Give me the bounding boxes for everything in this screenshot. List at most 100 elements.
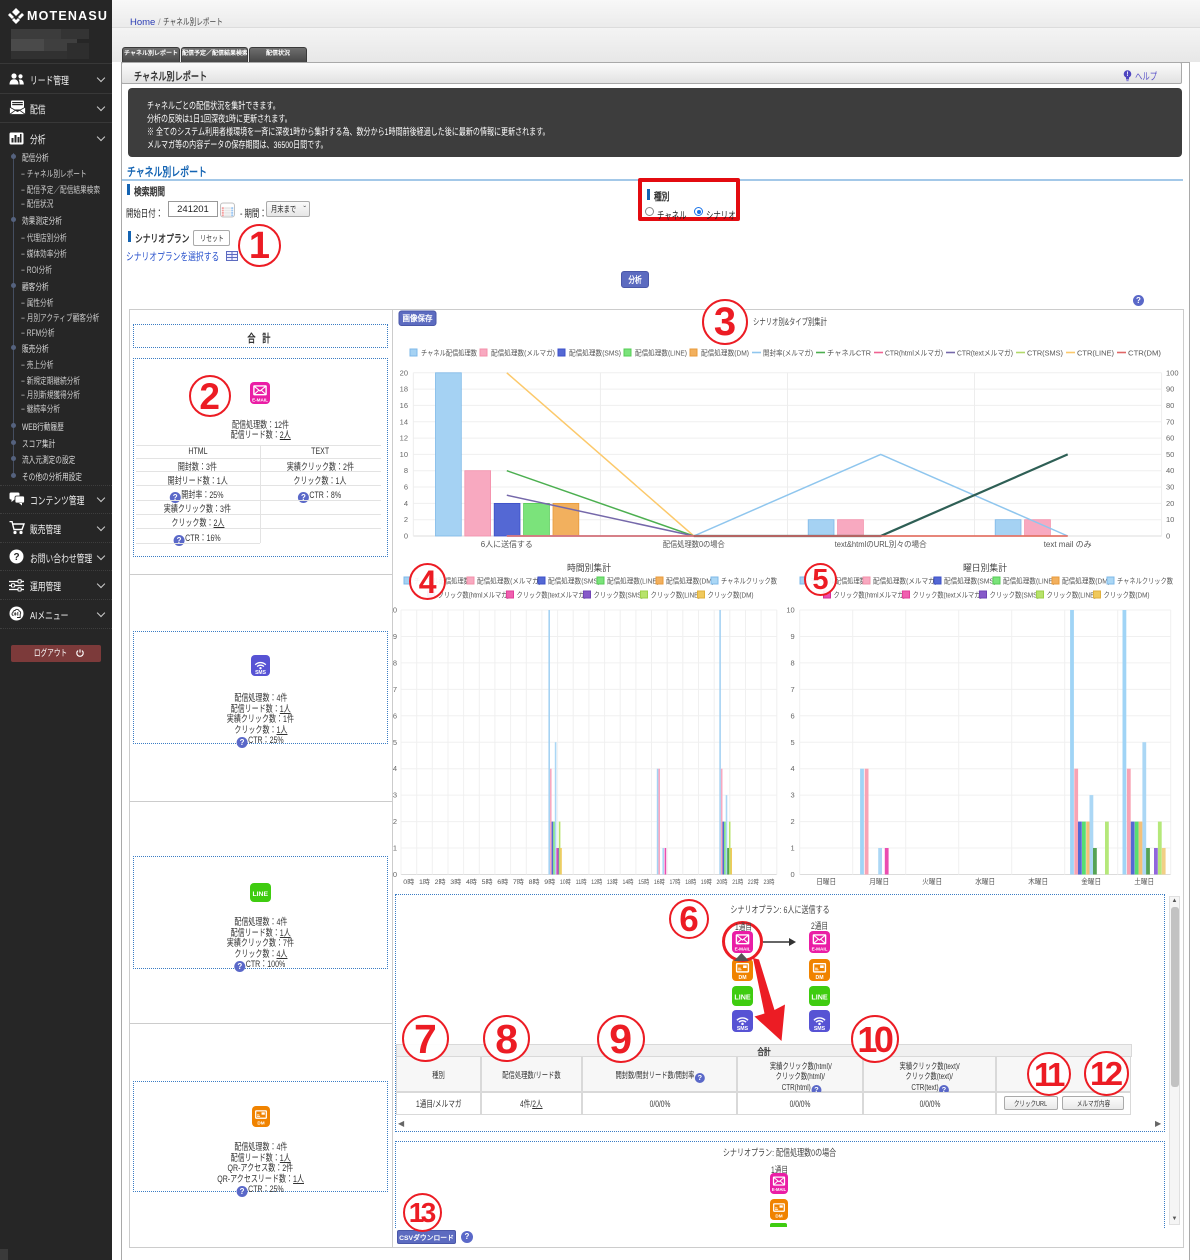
svg-text:10時: 10時 xyxy=(560,878,571,886)
svg-text:15時: 15時 xyxy=(638,878,649,886)
svg-text:月曜日: 月曜日 xyxy=(869,877,889,886)
svg-text:CTR(LINE): CTR(LINE) xyxy=(1077,348,1114,357)
svg-text:チャネルクリック数: チャネルクリック数 xyxy=(1117,575,1173,585)
svg-text:text mail のみ: text mail のみ xyxy=(1044,540,1092,549)
svg-text:CTR(SMS): CTR(SMS) xyxy=(1027,348,1063,357)
svg-text:LINE: LINE xyxy=(252,891,268,898)
svg-text:配信処理数(LINE): 配信処理数(LINE) xyxy=(635,347,687,357)
svg-text:日曜日: 日曜日 xyxy=(816,877,836,886)
svg-text:クリック数(htmlメルマガ): クリック数(htmlメルマガ) xyxy=(834,589,906,599)
svg-text:19時: 19時 xyxy=(701,878,712,886)
svg-text:配信処理数(メルマガ): 配信処理数(メルマガ) xyxy=(873,575,937,585)
svg-text:DM: DM xyxy=(257,1120,264,1125)
svg-text:シナリオ別&タイプ別集計: シナリオ別&タイプ別集計 xyxy=(753,316,827,327)
svg-text:配信処理数(DM): 配信処理数(DM) xyxy=(666,575,714,585)
svg-text:12: 12 xyxy=(400,434,408,443)
svg-text:20時: 20時 xyxy=(717,878,728,886)
svg-text:チャネル配信処理数: チャネル配信処理数 xyxy=(421,347,477,357)
svg-text:23時: 23時 xyxy=(764,878,775,886)
svg-text:11時: 11時 xyxy=(576,878,587,886)
svg-text:8: 8 xyxy=(393,658,397,667)
svg-text:10: 10 xyxy=(392,606,397,615)
svg-text:40: 40 xyxy=(1166,466,1174,475)
svg-text:配信処理数(SMS): 配信処理数(SMS) xyxy=(944,575,996,585)
svg-text:水曜日: 水曜日 xyxy=(975,876,995,886)
svg-text:配信処理数0の場合: 配信処理数0の場合 xyxy=(663,539,725,549)
svg-text:チャネル配信処理数: チャネル配信処理数 xyxy=(810,575,866,585)
svg-text:13時: 13時 xyxy=(607,878,618,886)
svg-text:曜日別集計: 曜日別集計 xyxy=(963,562,1007,573)
svg-text:0: 0 xyxy=(393,870,397,879)
svg-text:2時: 2時 xyxy=(435,878,447,886)
svg-text:4: 4 xyxy=(404,499,408,508)
svg-text:6人に送信する: 6人に送信する xyxy=(481,539,533,549)
svg-text:クリック数(LINE): クリック数(LINE) xyxy=(1047,589,1097,599)
svg-text:クリック数(SMS): クリック数(SMS) xyxy=(990,589,1040,599)
svg-text:金曜日: 金曜日 xyxy=(1081,876,1101,886)
svg-text:配信処理数(メルマガ): 配信処理数(メルマガ) xyxy=(491,347,555,357)
svg-text:14: 14 xyxy=(400,417,408,426)
svg-text:3: 3 xyxy=(393,791,397,800)
svg-text:90: 90 xyxy=(1166,385,1174,394)
svg-text:SMS: SMS xyxy=(255,670,267,676)
svg-text:9: 9 xyxy=(791,632,795,641)
svg-text:火曜日: 火曜日 xyxy=(922,877,942,886)
svg-text:7時: 7時 xyxy=(513,878,525,886)
svg-text:16時: 16時 xyxy=(654,878,665,886)
svg-text:0: 0 xyxy=(791,870,795,879)
svg-text:7: 7 xyxy=(393,685,397,694)
svg-text:1時: 1時 xyxy=(419,878,431,886)
svg-text:1: 1 xyxy=(393,844,397,853)
svg-text:17時: 17時 xyxy=(670,878,681,886)
svg-text:開封率(メルマガ): 開封率(メルマガ) xyxy=(763,347,813,357)
svg-text:18時: 18時 xyxy=(685,878,696,886)
svg-text:6: 6 xyxy=(393,711,397,720)
svg-text:E-MAIL: E-MAIL xyxy=(811,947,827,952)
svg-text:E-MAIL: E-MAIL xyxy=(252,398,268,403)
svg-text:text&htmlのURL別々の場合: text&htmlのURL別々の場合 xyxy=(835,539,927,549)
svg-text:14時: 14時 xyxy=(623,878,634,886)
svg-text:7: 7 xyxy=(791,685,795,694)
svg-text:0: 0 xyxy=(404,532,408,541)
svg-text:土曜日: 土曜日 xyxy=(1134,876,1154,886)
svg-text:2: 2 xyxy=(393,817,397,826)
svg-text:クリック数(DM): クリック数(DM) xyxy=(708,589,754,599)
svg-text:チャネルCTR: チャネルCTR xyxy=(827,348,872,357)
svg-text:4: 4 xyxy=(393,764,397,773)
svg-text:クリック数(htmlメルマガ): クリック数(htmlメルマガ) xyxy=(438,589,510,599)
svg-text:LINE: LINE xyxy=(734,993,751,1002)
svg-text:18: 18 xyxy=(400,385,408,394)
svg-text:8時: 8時 xyxy=(529,878,541,886)
svg-text:SMS: SMS xyxy=(737,1026,749,1032)
svg-text:6: 6 xyxy=(404,483,408,492)
svg-text:CTR(htmlメルマガ): CTR(htmlメルマガ) xyxy=(885,347,943,357)
svg-text:1: 1 xyxy=(791,844,795,853)
svg-text:0: 0 xyxy=(1166,532,1170,541)
svg-text:!: ! xyxy=(1127,71,1129,78)
svg-text:配信処理数(SMS): 配信処理数(SMS) xyxy=(548,575,600,585)
svg-text:DM: DM xyxy=(738,974,746,980)
svg-text:2: 2 xyxy=(791,817,795,826)
svg-text:クリック数(SMS): クリック数(SMS) xyxy=(594,589,644,599)
svg-text:30: 30 xyxy=(1166,483,1174,492)
svg-text:5時: 5時 xyxy=(482,878,494,886)
svg-text:22時: 22時 xyxy=(748,878,759,886)
svg-text:2: 2 xyxy=(404,515,408,524)
svg-text:配信処理数(SMS): 配信処理数(SMS) xyxy=(569,347,621,357)
svg-text:LINE: LINE xyxy=(811,993,828,1002)
svg-text:21時: 21時 xyxy=(732,878,743,886)
svg-text:0時: 0時 xyxy=(403,878,415,886)
svg-text:DM: DM xyxy=(775,1213,782,1218)
svg-text:10: 10 xyxy=(1166,515,1174,524)
svg-text:画像保存: 画像保存 xyxy=(403,313,433,323)
svg-text:CTR(DM): CTR(DM) xyxy=(1128,348,1162,357)
svg-text:50: 50 xyxy=(1166,450,1174,459)
svg-text:4: 4 xyxy=(791,764,795,773)
svg-text:10: 10 xyxy=(786,606,794,615)
svg-text:8: 8 xyxy=(791,658,795,667)
svg-text:4時: 4時 xyxy=(466,878,478,886)
svg-text:5: 5 xyxy=(791,738,795,747)
svg-text:クリック数(LINE): クリック数(LINE) xyxy=(651,589,701,599)
svg-text:3時: 3時 xyxy=(450,878,462,886)
svg-text:9: 9 xyxy=(393,632,397,641)
